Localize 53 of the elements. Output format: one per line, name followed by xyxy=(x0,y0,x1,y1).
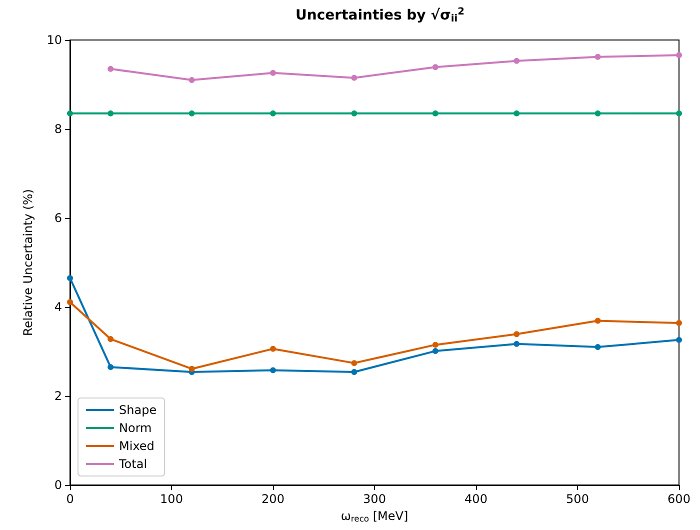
point xyxy=(67,299,73,306)
point xyxy=(108,364,114,370)
point xyxy=(676,110,682,116)
point xyxy=(676,320,682,326)
point xyxy=(108,110,114,116)
point xyxy=(594,54,601,60)
point xyxy=(270,367,276,374)
point xyxy=(351,110,358,116)
point xyxy=(594,344,601,350)
point xyxy=(108,336,114,342)
legend-label: Shape xyxy=(119,403,157,417)
legend-label: Mixed xyxy=(119,439,154,453)
point xyxy=(594,318,601,324)
point xyxy=(351,360,358,366)
point xyxy=(351,368,358,375)
point xyxy=(514,340,520,347)
point xyxy=(270,346,276,352)
point xyxy=(67,110,73,116)
y-tick-label: 2 xyxy=(54,389,62,403)
point xyxy=(188,77,195,84)
x-axis-title: ωreco [MeV] xyxy=(340,508,408,524)
x-tick-label: 300 xyxy=(363,492,386,506)
point xyxy=(432,342,438,348)
x-tick-label: 600 xyxy=(668,492,690,506)
point xyxy=(67,275,73,282)
point xyxy=(351,74,358,81)
point xyxy=(188,110,195,116)
x-tick-label: 0 xyxy=(66,492,74,506)
x-tick-label: 500 xyxy=(566,492,589,506)
x-tick-label: 200 xyxy=(262,492,284,506)
point xyxy=(514,58,520,64)
point xyxy=(676,52,682,58)
point xyxy=(270,70,276,76)
legend-label: Total xyxy=(118,457,148,471)
point xyxy=(432,64,438,70)
point xyxy=(514,331,520,338)
point xyxy=(432,110,438,116)
point xyxy=(514,110,520,116)
y-tick-label: 4 xyxy=(54,300,62,314)
y-tick-label: 10 xyxy=(46,33,62,47)
point xyxy=(432,348,438,354)
point xyxy=(108,66,114,72)
y-axis-title: Relative Uncertainty (%) xyxy=(21,189,35,336)
legend-label: Norm xyxy=(119,421,152,435)
point xyxy=(594,110,601,116)
point xyxy=(270,110,276,116)
x-tick-label: 100 xyxy=(160,492,183,506)
x-tick-label: 400 xyxy=(464,492,488,506)
y-tick-label: 8 xyxy=(54,122,62,136)
point xyxy=(676,336,682,343)
y-tick-label: 0 xyxy=(54,478,62,492)
y-tick-label: 6 xyxy=(54,211,62,225)
point xyxy=(188,366,195,372)
